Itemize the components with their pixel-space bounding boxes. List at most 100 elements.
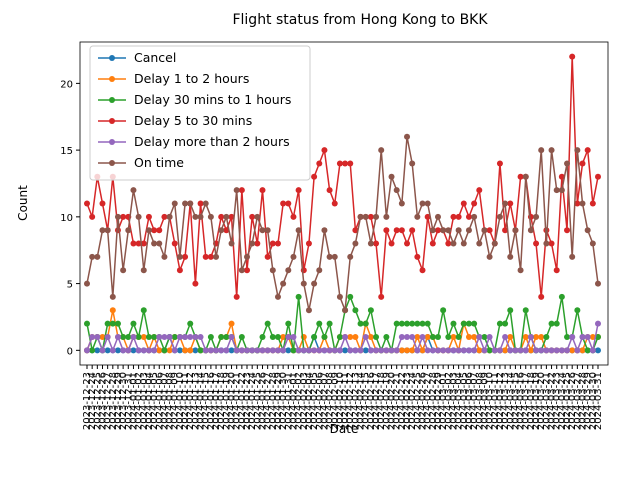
- y-tick-label: 5: [67, 280, 73, 291]
- data-point: [527, 333, 534, 340]
- data-point: [94, 333, 101, 340]
- data-point: [445, 333, 452, 340]
- data-point: [197, 200, 204, 207]
- x-tick-label: 2024-02-12: [345, 372, 356, 430]
- data-point: [533, 333, 540, 340]
- x-tick-label: 2024-02-05: [309, 372, 320, 430]
- data-point: [373, 213, 380, 220]
- data-point: [352, 347, 359, 354]
- data-point: [347, 347, 354, 354]
- data-point: [290, 213, 297, 220]
- data-point: [182, 253, 189, 260]
- data-point: [404, 320, 411, 327]
- data-point: [564, 333, 571, 340]
- data-point: [140, 347, 147, 354]
- data-point: [187, 200, 194, 207]
- data-point: [223, 347, 230, 354]
- data-point: [481, 347, 488, 354]
- data-point: [151, 240, 158, 247]
- x-tick-label: 2024-01-31: [283, 372, 294, 430]
- data-point: [305, 240, 312, 247]
- data-point: [404, 240, 411, 247]
- data-point: [502, 320, 509, 327]
- data-point: [197, 347, 204, 354]
- data-point: [367, 307, 374, 314]
- x-tick-label: 2024-03-28: [578, 372, 589, 430]
- data-point: [104, 333, 111, 340]
- x-tick-label: 2024-01-27: [263, 372, 274, 430]
- x-tick-label: 2024-03-03: [448, 372, 459, 430]
- data-point: [404, 333, 411, 340]
- legend-label: Cancel: [134, 50, 176, 65]
- data-point: [383, 333, 390, 340]
- x-tick-label: 2024-01-24: [247, 372, 258, 430]
- data-point: [522, 347, 529, 354]
- x-tick-label: 2024-01-12: [185, 372, 196, 430]
- data-point: [109, 320, 116, 327]
- x-tick-label: 2024-03-29: [583, 372, 594, 430]
- data-point: [295, 227, 302, 234]
- data-point: [130, 347, 137, 354]
- data-point: [471, 320, 478, 327]
- data-point: [564, 227, 571, 234]
- data-point: [280, 200, 287, 207]
- x-tick-label: 2024-02-26: [418, 372, 429, 430]
- data-point: [285, 267, 292, 274]
- y-tick-label: 15: [60, 146, 73, 157]
- data-point: [367, 333, 374, 340]
- data-point: [398, 227, 405, 234]
- x-tick-label: 2024-03-12: [495, 372, 506, 430]
- data-point: [156, 240, 163, 247]
- x-tick-label: 2024-03-31: [593, 372, 604, 430]
- data-point: [352, 227, 359, 234]
- x-axis-label: Date: [330, 422, 359, 436]
- x-tick-label: 2024-03-16: [516, 372, 527, 430]
- data-point: [496, 347, 503, 354]
- data-point: [125, 347, 132, 354]
- x-tick-label: 2023-12-23: [82, 372, 93, 430]
- data-point: [161, 253, 168, 260]
- data-point: [496, 213, 503, 220]
- data-point: [326, 320, 333, 327]
- data-point: [538, 347, 545, 354]
- data-point: [440, 347, 447, 354]
- data-point: [300, 347, 307, 354]
- x-tick-label: 2024-01-07: [159, 372, 170, 430]
- data-point: [114, 347, 121, 354]
- x-tick-label: 2024-03-20: [536, 372, 547, 430]
- data-point: [249, 347, 256, 354]
- data-point: [171, 240, 178, 247]
- data-point: [414, 333, 421, 340]
- data-point: [145, 333, 152, 340]
- data-point: [259, 187, 266, 194]
- data-point: [409, 227, 416, 234]
- data-point: [538, 333, 545, 340]
- data-point: [383, 213, 390, 220]
- data-point: [579, 160, 586, 167]
- data-point: [569, 53, 576, 60]
- data-point: [274, 333, 281, 340]
- data-point: [347, 333, 354, 340]
- x-tick-label: 2023-12-31: [123, 372, 134, 430]
- data-point: [274, 293, 281, 300]
- data-point: [367, 347, 374, 354]
- data-point: [404, 347, 411, 354]
- data-point: [305, 347, 312, 354]
- data-point: [285, 333, 292, 340]
- x-tick-label: 2024-02-24: [407, 372, 418, 430]
- data-point: [424, 213, 431, 220]
- data-point: [84, 280, 90, 287]
- data-point: [507, 333, 514, 340]
- data-point: [295, 187, 302, 194]
- data-point: [89, 253, 96, 260]
- data-point: [130, 320, 137, 327]
- data-point: [347, 160, 354, 167]
- data-point: [197, 213, 204, 220]
- data-point: [465, 320, 472, 327]
- data-point: [290, 253, 297, 260]
- data-point: [290, 347, 297, 354]
- data-point: [130, 187, 137, 194]
- data-point: [522, 307, 529, 314]
- x-tick-label: 2024-01-21: [232, 372, 243, 430]
- data-point: [378, 293, 385, 300]
